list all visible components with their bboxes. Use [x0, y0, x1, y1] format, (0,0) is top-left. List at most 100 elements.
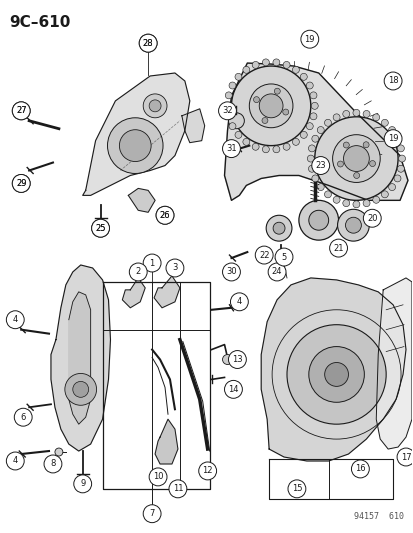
- Circle shape: [143, 254, 161, 272]
- Text: 14: 14: [228, 385, 238, 394]
- Circle shape: [274, 248, 292, 266]
- Circle shape: [268, 263, 285, 281]
- Text: 16: 16: [354, 464, 365, 473]
- Circle shape: [369, 160, 375, 166]
- Circle shape: [259, 94, 282, 118]
- Circle shape: [74, 475, 91, 493]
- Circle shape: [253, 96, 259, 103]
- Circle shape: [329, 239, 347, 257]
- Circle shape: [287, 480, 305, 498]
- Circle shape: [156, 206, 173, 224]
- Text: 30: 30: [225, 268, 236, 277]
- Circle shape: [396, 165, 404, 172]
- Circle shape: [223, 102, 230, 109]
- Circle shape: [353, 173, 359, 179]
- Circle shape: [230, 293, 248, 311]
- Circle shape: [306, 155, 313, 162]
- Circle shape: [324, 119, 331, 126]
- Polygon shape: [375, 278, 411, 449]
- Circle shape: [337, 161, 343, 167]
- Text: 4: 4: [236, 297, 242, 306]
- Text: 25: 25: [95, 224, 106, 233]
- Text: 26: 26: [159, 211, 170, 220]
- Circle shape: [388, 126, 394, 133]
- Text: 27: 27: [16, 106, 26, 115]
- Circle shape: [274, 88, 280, 94]
- Circle shape: [396, 145, 404, 152]
- Polygon shape: [83, 73, 189, 196]
- Polygon shape: [181, 109, 204, 143]
- Circle shape: [393, 175, 400, 182]
- Circle shape: [383, 130, 401, 148]
- Circle shape: [352, 201, 359, 208]
- Circle shape: [266, 215, 291, 241]
- Circle shape: [292, 66, 299, 74]
- Polygon shape: [128, 188, 155, 212]
- Text: 5: 5: [281, 253, 286, 262]
- Circle shape: [262, 146, 269, 153]
- Circle shape: [306, 123, 313, 130]
- Circle shape: [252, 61, 259, 68]
- Text: 22: 22: [258, 251, 269, 260]
- Circle shape: [342, 110, 349, 117]
- Circle shape: [129, 263, 147, 281]
- Circle shape: [332, 114, 339, 121]
- Circle shape: [272, 146, 279, 153]
- Circle shape: [380, 191, 387, 198]
- Circle shape: [299, 132, 306, 139]
- Circle shape: [286, 325, 385, 424]
- Circle shape: [235, 132, 241, 139]
- Text: 8: 8: [50, 459, 55, 469]
- Text: 94157  610: 94157 610: [353, 512, 403, 521]
- Text: 19: 19: [387, 134, 397, 143]
- Circle shape: [156, 206, 173, 224]
- Text: 28: 28: [142, 39, 153, 47]
- Circle shape: [351, 460, 368, 478]
- Circle shape: [345, 217, 361, 233]
- Circle shape: [166, 259, 183, 277]
- Circle shape: [272, 59, 279, 66]
- Circle shape: [225, 92, 232, 99]
- Circle shape: [228, 351, 246, 368]
- Circle shape: [231, 66, 310, 146]
- Circle shape: [311, 175, 318, 182]
- Text: 19: 19: [304, 35, 314, 44]
- Text: 25: 25: [95, 224, 106, 233]
- Text: 29: 29: [16, 179, 26, 188]
- Text: 3: 3: [172, 263, 177, 272]
- Polygon shape: [261, 278, 405, 461]
- Circle shape: [222, 263, 240, 281]
- Circle shape: [308, 346, 363, 402]
- Circle shape: [282, 61, 290, 68]
- Text: 26: 26: [159, 211, 170, 220]
- Circle shape: [352, 109, 359, 116]
- Circle shape: [242, 66, 249, 74]
- Circle shape: [372, 114, 379, 121]
- Circle shape: [311, 157, 329, 174]
- Circle shape: [252, 143, 259, 150]
- Text: 31: 31: [225, 144, 236, 153]
- Text: 10: 10: [152, 472, 163, 481]
- Polygon shape: [69, 292, 90, 424]
- Circle shape: [306, 82, 313, 89]
- Circle shape: [198, 462, 216, 480]
- Circle shape: [12, 102, 30, 120]
- Circle shape: [309, 113, 316, 120]
- Circle shape: [388, 183, 394, 191]
- Circle shape: [261, 117, 267, 124]
- Circle shape: [14, 408, 32, 426]
- Text: 9C–610: 9C–610: [9, 15, 71, 30]
- Circle shape: [143, 505, 161, 523]
- Polygon shape: [154, 276, 180, 308]
- Circle shape: [383, 72, 401, 90]
- Circle shape: [332, 135, 379, 182]
- Circle shape: [292, 139, 299, 146]
- Circle shape: [12, 174, 30, 192]
- Circle shape: [282, 143, 290, 150]
- Circle shape: [222, 354, 232, 365]
- Circle shape: [149, 100, 161, 112]
- Circle shape: [143, 94, 166, 118]
- Circle shape: [311, 102, 318, 109]
- Circle shape: [309, 92, 316, 99]
- Text: 24: 24: [271, 268, 282, 277]
